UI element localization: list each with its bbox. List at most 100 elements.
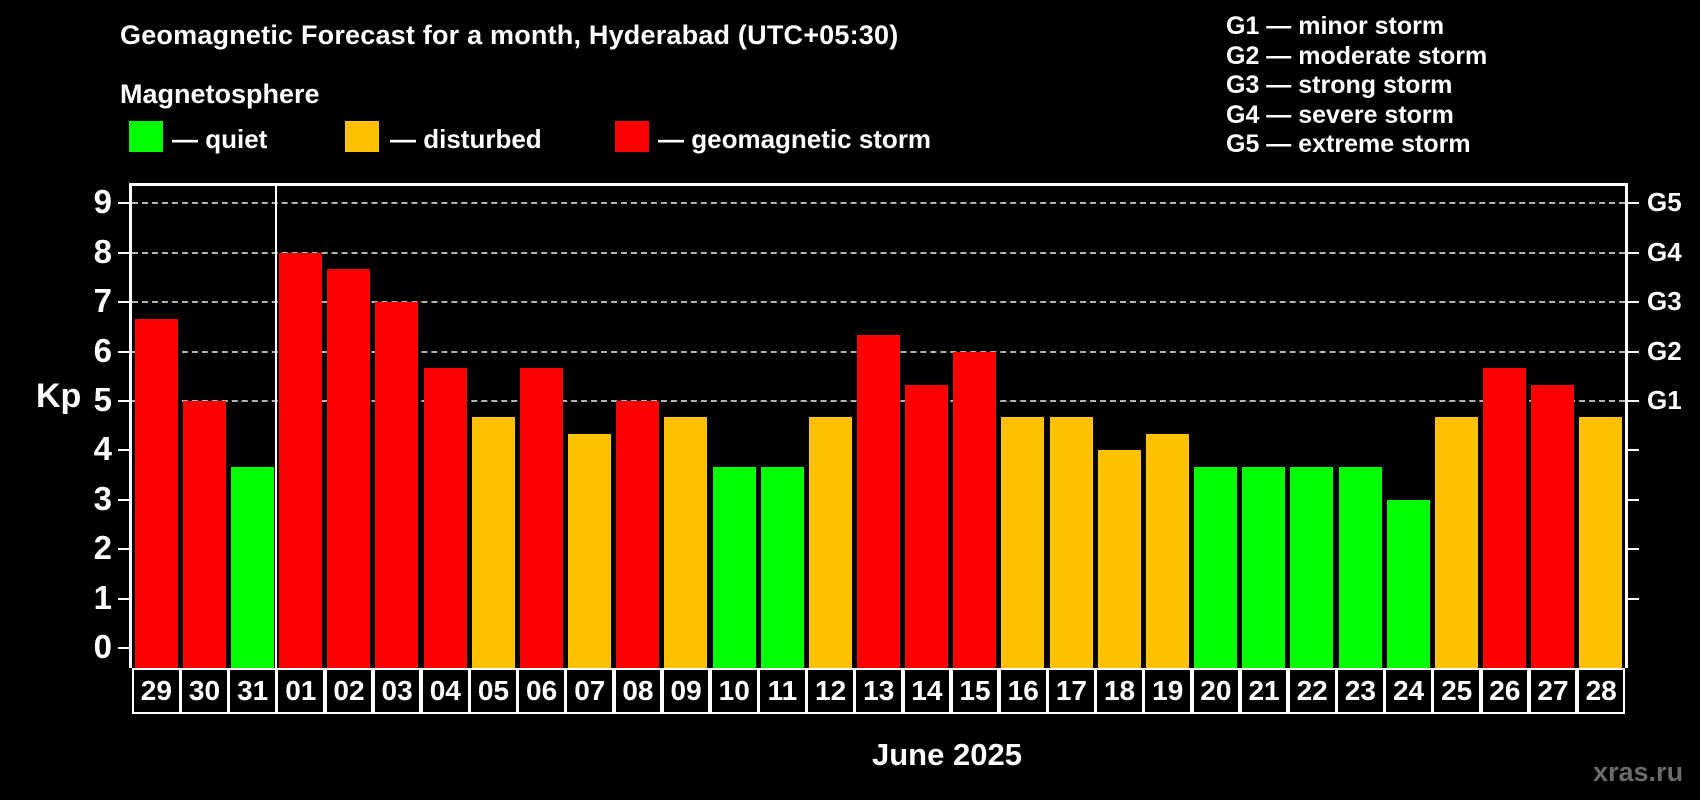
kp-bar <box>664 417 708 668</box>
right-axis-tick <box>1628 548 1639 551</box>
g1-legend-line: G1 — minor storm <box>1226 12 1445 40</box>
day-label: 14 <box>902 668 952 714</box>
g-scale-label: G2 <box>1647 335 1682 366</box>
kp-bar <box>1194 466 1238 668</box>
y-tick <box>118 498 129 501</box>
day-label: 29 <box>132 668 181 714</box>
disturbed-legend-swatch <box>345 121 379 152</box>
y-tick <box>118 202 129 205</box>
g4-legend-line: G4 — severe storm <box>1226 100 1454 129</box>
day-label: 25 <box>1432 668 1481 714</box>
kp-bar <box>1242 466 1286 668</box>
kp-bar <box>1145 434 1189 668</box>
gridline <box>132 301 1625 304</box>
day-label: 03 <box>372 668 422 714</box>
storm-legend-label: — geomagnetic storm <box>658 124 932 154</box>
day-label: 23 <box>1336 668 1385 714</box>
kp-bar <box>423 367 467 668</box>
y-axis-label: Kp <box>36 377 82 415</box>
quiet-legend-swatch <box>129 121 163 152</box>
day-label: 19 <box>1143 668 1193 714</box>
y-tick-label: 5 <box>93 381 112 418</box>
day-label: 11 <box>758 668 807 714</box>
day-label: 08 <box>613 668 663 714</box>
day-label: 17 <box>1047 668 1096 714</box>
kp-bar <box>182 401 226 668</box>
day-label: 24 <box>1384 668 1433 714</box>
gridline <box>132 251 1625 254</box>
y-tick <box>118 449 129 452</box>
y-tick-label: 2 <box>93 529 112 567</box>
kp-bar <box>519 367 563 668</box>
kp-bar <box>1097 450 1141 668</box>
y-tick-label: 6 <box>93 331 112 369</box>
kp-bar <box>1290 466 1334 668</box>
y-tick <box>118 647 129 649</box>
x-axis-label: June 2025 <box>872 737 1022 772</box>
kp-bar <box>616 401 660 668</box>
g5-legend-line: G5 — extreme storm <box>1226 130 1471 158</box>
day-label: 15 <box>950 668 1000 714</box>
kp-bar <box>1338 466 1382 668</box>
day-label: 12 <box>806 668 855 714</box>
day-label: 18 <box>1095 668 1144 714</box>
day-label: 07 <box>565 668 615 714</box>
kp-bar <box>375 302 419 668</box>
y-tick-label: 1 <box>93 578 112 616</box>
day-label: 02 <box>324 668 374 714</box>
y-tick-label: 4 <box>93 430 112 468</box>
kp-bar <box>471 417 515 668</box>
kp-bar <box>568 434 612 668</box>
day-label: 21 <box>1239 668 1289 714</box>
kp-bar <box>134 318 178 668</box>
day-label: 05 <box>469 668 518 714</box>
chart-title: Geomagnetic Forecast for a month, Hydera… <box>120 20 899 50</box>
y-tick <box>118 400 129 402</box>
kp-bar <box>1049 417 1093 668</box>
day-label: 27 <box>1528 668 1578 714</box>
watermark: xras.ru <box>1593 757 1684 787</box>
right-axis-tick <box>1628 202 1639 205</box>
day-label: 09 <box>661 668 711 714</box>
right-axis-tick <box>1628 400 1639 402</box>
kp-bar <box>1483 367 1527 668</box>
y-tick <box>118 350 129 353</box>
day-label: 16 <box>998 668 1048 714</box>
day-label: 10 <box>709 668 759 714</box>
right-axis-tick <box>1628 597 1639 600</box>
g3-legend-line: G3 — strong storm <box>1226 71 1453 99</box>
y-tick <box>118 301 129 304</box>
y-tick-label: 3 <box>93 479 112 517</box>
g-scale-label: G1 <box>1647 385 1682 415</box>
day-label: 13 <box>854 668 904 714</box>
month-separator-line <box>275 186 278 668</box>
y-tick-label: 8 <box>93 232 112 270</box>
plot-frame-right <box>1625 183 1628 668</box>
kp-bar <box>230 466 274 668</box>
kp-bar <box>327 269 371 668</box>
right-axis-tick <box>1628 449 1639 452</box>
kp-bar <box>808 417 852 668</box>
g2-legend-line: G2 — moderate storm <box>1226 41 1488 70</box>
g-scale-label: G5 <box>1647 187 1682 218</box>
gridline <box>132 202 1625 205</box>
kp-bar <box>279 252 323 668</box>
day-label: 30 <box>180 668 229 714</box>
day-label: 04 <box>420 668 470 714</box>
plot-frame-left <box>129 183 132 668</box>
right-axis-tick <box>1628 498 1639 501</box>
y-tick-label: 7 <box>93 282 112 320</box>
disturbed-legend-label: — disturbed <box>390 124 542 154</box>
day-label: 31 <box>228 668 277 714</box>
plot-frame-top <box>129 183 1628 186</box>
kp-bar <box>1386 499 1430 668</box>
storm-legend-swatch <box>615 121 649 152</box>
y-tick <box>118 548 129 551</box>
g-scale-label: G3 <box>1647 286 1682 317</box>
right-axis-tick <box>1628 301 1639 304</box>
day-label: 26 <box>1480 668 1530 714</box>
y-tick <box>118 251 129 254</box>
kp-bar <box>953 351 997 668</box>
